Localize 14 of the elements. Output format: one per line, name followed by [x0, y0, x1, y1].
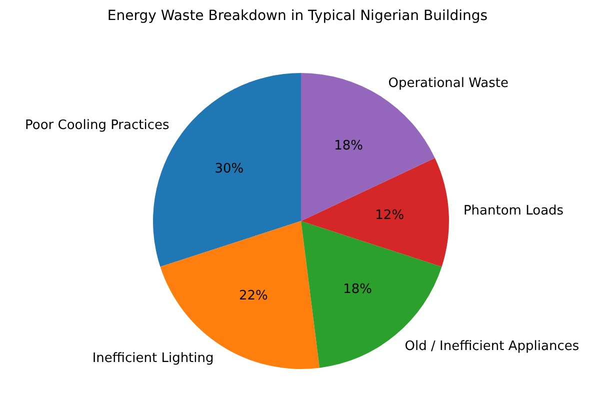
pie-slice	[160, 221, 320, 369]
data-label: 12%	[375, 208, 404, 223]
pie-slice	[301, 221, 442, 368]
data-label: 30%	[214, 161, 244, 176]
data-label: 22%	[238, 288, 268, 304]
slice-label: Operational Waste	[388, 76, 508, 92]
slice-label: Old / Inefficient Appliances	[404, 338, 580, 354]
slice-label: Poor Cooling Practices	[24, 118, 170, 133]
pie-slice	[301, 158, 449, 267]
slice-label: Phantom Loads	[463, 203, 564, 218]
data-label: 18%	[343, 282, 372, 297]
data-label: 18%	[334, 138, 364, 154]
chart-title: Energy Waste Breakdown in Typical Nigerian Buildings	[106, 8, 489, 24]
slice-label: Inefficient Lighting	[92, 350, 214, 366]
